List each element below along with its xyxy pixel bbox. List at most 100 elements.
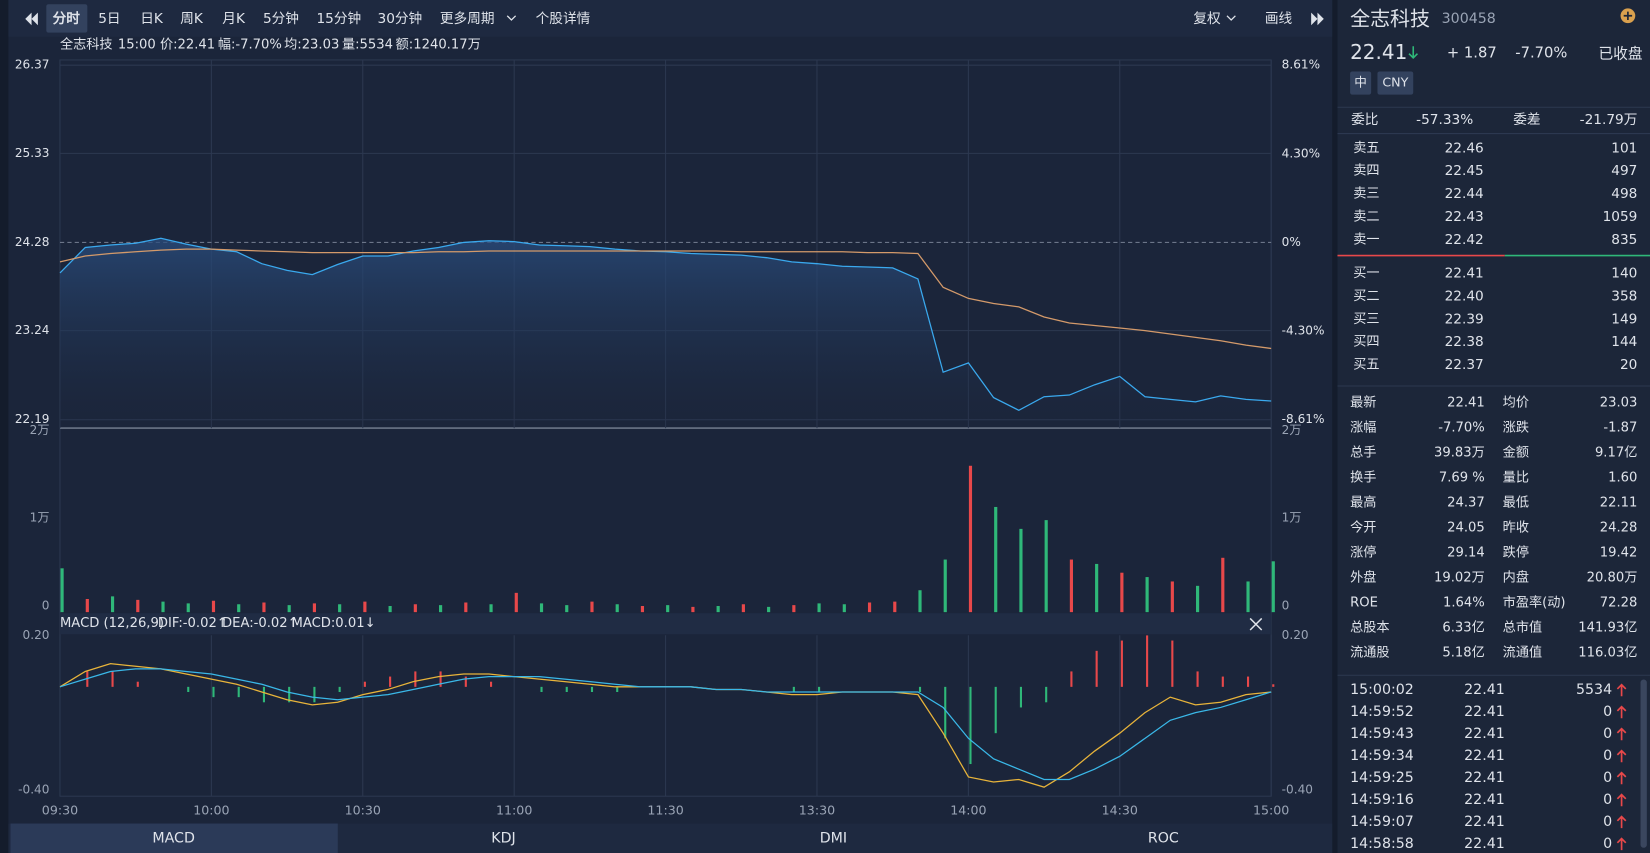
toolbar-item[interactable]: 复权 bbox=[1193, 10, 1221, 27]
macd-bar bbox=[464, 676, 467, 687]
macd-bar bbox=[1146, 635, 1149, 687]
toolbar-item[interactable]: 更多周期 bbox=[440, 10, 495, 27]
toolbar-item[interactable]: 画线 bbox=[1265, 11, 1293, 27]
indicator-tab[interactable]: KDJ bbox=[491, 830, 515, 846]
info-text: 全志科技 bbox=[60, 36, 113, 53]
stat-value: -1.87 bbox=[1603, 420, 1637, 435]
x-tick-label: 14:30 bbox=[1102, 802, 1138, 817]
quote-panel bbox=[1337, 0, 1650, 853]
macd-bar bbox=[1171, 640, 1174, 687]
macd-bar bbox=[1070, 671, 1073, 687]
book-price: 22.39 bbox=[1445, 311, 1484, 327]
y2-tick-label: 0% bbox=[1282, 235, 1301, 249]
up-arrow bbox=[1616, 683, 1627, 697]
macd-bar bbox=[994, 686, 997, 734]
last-price: 22.41 bbox=[1350, 40, 1407, 64]
volume-bar bbox=[1221, 557, 1225, 613]
indicator-tab[interactable]: MACD bbox=[152, 830, 195, 846]
info-text: 均:23.03 bbox=[284, 37, 339, 53]
indicator-legend: DEA:-0.02↑ bbox=[222, 616, 299, 631]
trade-volume: 0 bbox=[1603, 836, 1612, 852]
stat-value: 116.03亿 bbox=[1578, 645, 1637, 661]
volume-bar bbox=[666, 605, 670, 613]
volume-bar bbox=[60, 568, 64, 613]
toolbar-item[interactable]: 5日 bbox=[98, 11, 120, 27]
macd-bar bbox=[1120, 640, 1123, 687]
ratio-value: -57.33% bbox=[1416, 112, 1473, 128]
stat-label: 市盈率(动) bbox=[1503, 594, 1566, 611]
volume-bar bbox=[1246, 581, 1250, 613]
y-tick-label: 25.33 bbox=[15, 146, 50, 160]
toolbar-item[interactable]: 30分钟 bbox=[378, 10, 423, 27]
volume-bar bbox=[792, 605, 796, 613]
active-tab-bg bbox=[46, 4, 88, 33]
stat-value: 22.41 bbox=[1447, 395, 1485, 410]
trade-price: 22.41 bbox=[1464, 682, 1505, 698]
toolbar-item[interactable]: 周K bbox=[180, 11, 204, 27]
trade-price: 22.41 bbox=[1464, 836, 1505, 852]
toolbar-item[interactable]: 个股详情 bbox=[536, 11, 591, 27]
y-tick-label: 0 bbox=[1282, 598, 1290, 612]
indicator-tab[interactable]: DMI bbox=[820, 830, 847, 846]
scrollbar[interactable] bbox=[1640, 679, 1647, 848]
volume-bar bbox=[539, 603, 544, 613]
macd-bar bbox=[288, 686, 291, 703]
average-line bbox=[59, 248, 1272, 350]
left-edge bbox=[0, 0, 9, 853]
active-tab bbox=[10, 823, 338, 853]
book-label: 卖五 bbox=[1353, 140, 1379, 156]
stat-value: 22.11 bbox=[1600, 495, 1638, 510]
stat-label: 量比 bbox=[1503, 469, 1529, 485]
book-volume: 497 bbox=[1611, 163, 1637, 179]
trade-volume: 0 bbox=[1603, 792, 1612, 808]
book-price: 22.44 bbox=[1445, 186, 1484, 202]
volume-bar bbox=[312, 603, 316, 613]
close-icon[interactable] bbox=[1249, 617, 1263, 631]
info-text: 额:1240.17万 bbox=[396, 37, 481, 53]
toolbar-item[interactable]: 15分钟 bbox=[316, 10, 361, 27]
volume-bar bbox=[136, 599, 140, 613]
trade-price: 22.41 bbox=[1464, 748, 1505, 764]
toolbar-item[interactable]: 月K bbox=[222, 11, 246, 27]
y-tick-label: 0.20 bbox=[23, 628, 50, 642]
toolbar-item[interactable]: 日K bbox=[140, 11, 164, 27]
tag: 中 bbox=[1354, 75, 1367, 90]
volume-bar bbox=[817, 603, 821, 613]
volume-bar bbox=[1069, 559, 1073, 613]
macd-bar bbox=[262, 686, 266, 703]
stat-label: 总手 bbox=[1350, 444, 1376, 460]
trade-time: 14:58:58 bbox=[1350, 836, 1414, 852]
toolbar-item[interactable]: 5分钟 bbox=[263, 10, 299, 27]
indicator-tab[interactable]: ROC bbox=[1148, 830, 1179, 846]
volume-bar bbox=[85, 598, 89, 613]
stat-label: 最低 bbox=[1503, 494, 1529, 510]
volume-bar bbox=[489, 604, 493, 613]
stat-label: 均价 bbox=[1503, 394, 1529, 410]
stat-label: 最高 bbox=[1350, 493, 1376, 510]
macd-bar bbox=[136, 681, 139, 687]
book-label: 卖一 bbox=[1353, 232, 1379, 248]
trade-volume: 0 bbox=[1603, 814, 1612, 830]
y-tick-label: 0 bbox=[42, 598, 50, 612]
volume-bar bbox=[1170, 581, 1174, 613]
stat-label: 涨停 bbox=[1350, 544, 1376, 561]
volume-bar bbox=[1271, 561, 1275, 613]
macd-bar bbox=[313, 686, 316, 703]
book-price: 22.45 bbox=[1445, 163, 1484, 179]
volume-bar bbox=[968, 465, 973, 613]
x-tick-label: 11:00 bbox=[496, 802, 532, 817]
book-label: 买一 bbox=[1353, 265, 1379, 281]
y-tick-label: 23.24 bbox=[15, 323, 50, 337]
macd-bar bbox=[616, 686, 619, 693]
info-text: 幅:-7.70% bbox=[218, 37, 282, 53]
stat-value: 24.05 bbox=[1447, 520, 1485, 535]
book-label: 卖二 bbox=[1353, 209, 1379, 225]
volume-bar bbox=[186, 603, 190, 613]
toolbar-item[interactable]: 分时 bbox=[53, 10, 81, 27]
book-price: 22.46 bbox=[1445, 140, 1484, 156]
tag-bg bbox=[1377, 71, 1414, 95]
volume-bar bbox=[565, 605, 569, 613]
book-volume: 101 bbox=[1611, 140, 1637, 156]
